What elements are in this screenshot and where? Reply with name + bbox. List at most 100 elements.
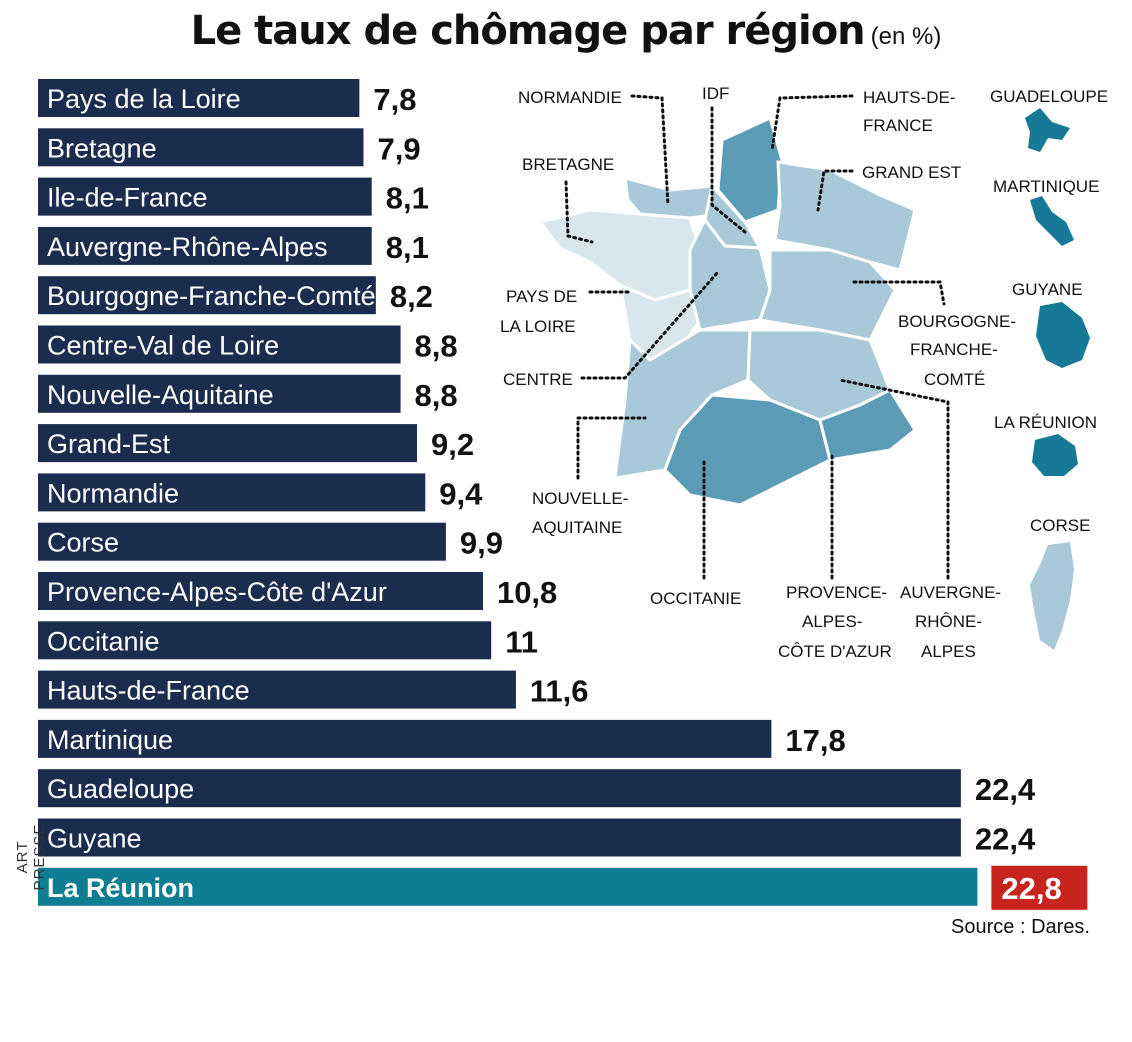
bar-value-7: 9,2 (431, 427, 474, 462)
bar-value-11: 11 (505, 624, 538, 659)
bar-7 (38, 424, 418, 463)
region-paca (818, 388, 917, 462)
leader-centre (580, 270, 720, 380)
bar-value-14: 22,4 (975, 772, 1036, 807)
map-label-occitanie: OCCITANIE (650, 589, 741, 608)
bar-label-11: Occitanie (47, 626, 160, 656)
bar-label-10: Provence-Alpes-Côte d'Azur (47, 577, 387, 607)
map-label-pays-de-la-loire-1: PAYS DE (506, 287, 577, 306)
bar-12 (38, 670, 516, 709)
bar-value-8: 9,4 (439, 476, 483, 511)
bar-label-14: Guadeloupe (47, 774, 194, 804)
leader-bourgogne (852, 280, 946, 306)
map-label-bourgogne-1: BOURGOGNE- (898, 312, 1016, 331)
map-label-reunion: LA RÉUNION (994, 413, 1097, 432)
map-label-bourgogne-3: COMTÉ (924, 370, 985, 389)
bar-label-2: Ile-de-France (47, 183, 208, 213)
leader-auvergne (838, 378, 950, 580)
bar-0 (38, 79, 360, 117)
bar-2 (38, 177, 372, 216)
bar-label-16: La Réunion (47, 873, 194, 903)
map-label-bourgogne-2: FRANCHE- (910, 340, 998, 359)
bar-6 (38, 374, 401, 413)
map-label-hauts-de-france-1: HAUTS-DE- (863, 88, 956, 107)
bar-value-2: 8,1 (386, 181, 429, 216)
bar-15 (38, 818, 961, 857)
leader-bretagne (564, 180, 594, 244)
chart-title: Le taux de chômage par région (190, 8, 866, 54)
leader-normandie (630, 94, 670, 207)
map-label-martinique: MARTINIQUE (993, 177, 1099, 196)
bar-label-4: Bourgogne-Franche-Comté (47, 281, 376, 311)
map-label-nouvelle-aquitaine-2: AQUITAINE (532, 518, 622, 537)
bar-4 (38, 276, 376, 315)
map-label-nouvelle-aquitaine-1: NOUVELLE- (532, 489, 628, 508)
bar-9 (38, 522, 446, 561)
region-reunion (1032, 434, 1078, 476)
region-guyane (1036, 302, 1090, 368)
bar-16 (38, 867, 978, 906)
map-label-paca-1: PROVENCE- (786, 583, 887, 602)
chart-subtitle: (en %) (870, 23, 942, 50)
bar-value-12: 11,6 (530, 674, 589, 709)
map-label-grand-est: GRAND EST (862, 163, 961, 182)
map-label-auvergne-1: AUVERGNE- (900, 583, 1001, 602)
leader-hauts-de-france (770, 94, 854, 152)
credit: ART PRESSE (14, 823, 48, 891)
bar-value-16: 22,8 (1001, 871, 1061, 906)
bar-label-1: Bretagne (47, 133, 157, 163)
leader-grand-est (816, 169, 854, 212)
map-label-auvergne-3: ALPES (921, 642, 976, 661)
title-row: Le taux de chômage par région (en %) (0, 8, 1132, 54)
bar-value-3: 8,1 (386, 230, 429, 265)
region-martinique (1030, 196, 1074, 246)
bars-group: Pays de la Loire 7,8 Bretagne 7,9 Ile-de-Fra… (38, 79, 1088, 910)
bar-value-13: 17,8 (785, 723, 845, 758)
bar-label-0: Pays de la Loire (47, 84, 241, 114)
region-corse (1030, 542, 1074, 650)
map-label-bretagne: BRETAGNE (522, 155, 614, 174)
bar-label-7: Grand-Est (47, 429, 171, 459)
leader-idf (710, 106, 747, 234)
bar-value-5: 8,8 (415, 329, 458, 364)
bar-value-1: 7,9 (377, 131, 420, 166)
bar-3 (38, 226, 372, 265)
bar-label-12: Hauts-de-France (47, 676, 250, 706)
bar-11 (38, 621, 492, 660)
bar-14 (38, 769, 961, 808)
region-guadeloupe (1025, 108, 1070, 152)
france-map: NORMANDIE IDF HAUTS-DE- FRANCE BRETAGNE … (500, 84, 1108, 661)
map-label-idf: IDF (702, 84, 729, 103)
bar-value-10: 10,8 (497, 575, 557, 610)
bar-value-6: 8,8 (415, 378, 458, 413)
bar-13 (38, 719, 772, 758)
map-label-paca-2: ALPES- (802, 612, 862, 631)
bar-label-5: Centre-Val de Loire (47, 331, 279, 361)
bar-label-9: Corse (47, 528, 119, 558)
bar-value-4: 8,2 (390, 279, 433, 314)
map-label-guadeloupe: GUADELOUPE (990, 87, 1108, 106)
bar-10 (38, 572, 483, 610)
bar-1 (38, 128, 364, 167)
bar-label-8: Normandie (47, 478, 179, 508)
bar-value-15: 22,4 (975, 822, 1036, 857)
bar-label-6: Nouvelle-Aquitaine (47, 380, 274, 410)
map-label-auvergne-2: RHÔNE- (915, 612, 982, 631)
value-badge (991, 865, 1088, 910)
bar-label-13: Martinique (47, 725, 173, 755)
map-label-normandie: NORMANDIE (518, 88, 622, 107)
leader-nouvelle-aquitaine (576, 416, 647, 480)
bar-label-3: Auvergne-Rhône-Alpes (47, 232, 328, 262)
bar-value-0: 7,8 (373, 82, 416, 117)
bar-label-15: Guyane (47, 824, 142, 854)
region-grand-est (773, 160, 917, 272)
map-label-pays-de-la-loire-2: LA LOIRE (500, 317, 576, 336)
bar-8 (38, 473, 426, 512)
source-note: Source : Dares. (951, 916, 1090, 938)
map-label-corse: CORSE (1030, 516, 1090, 535)
map-label-guyane: GUYANE (1012, 280, 1083, 299)
map-label-centre: CENTRE (503, 370, 573, 389)
bar-value-9: 9,9 (460, 526, 503, 561)
map-label-hauts-de-france-2: FRANCE (863, 116, 933, 135)
